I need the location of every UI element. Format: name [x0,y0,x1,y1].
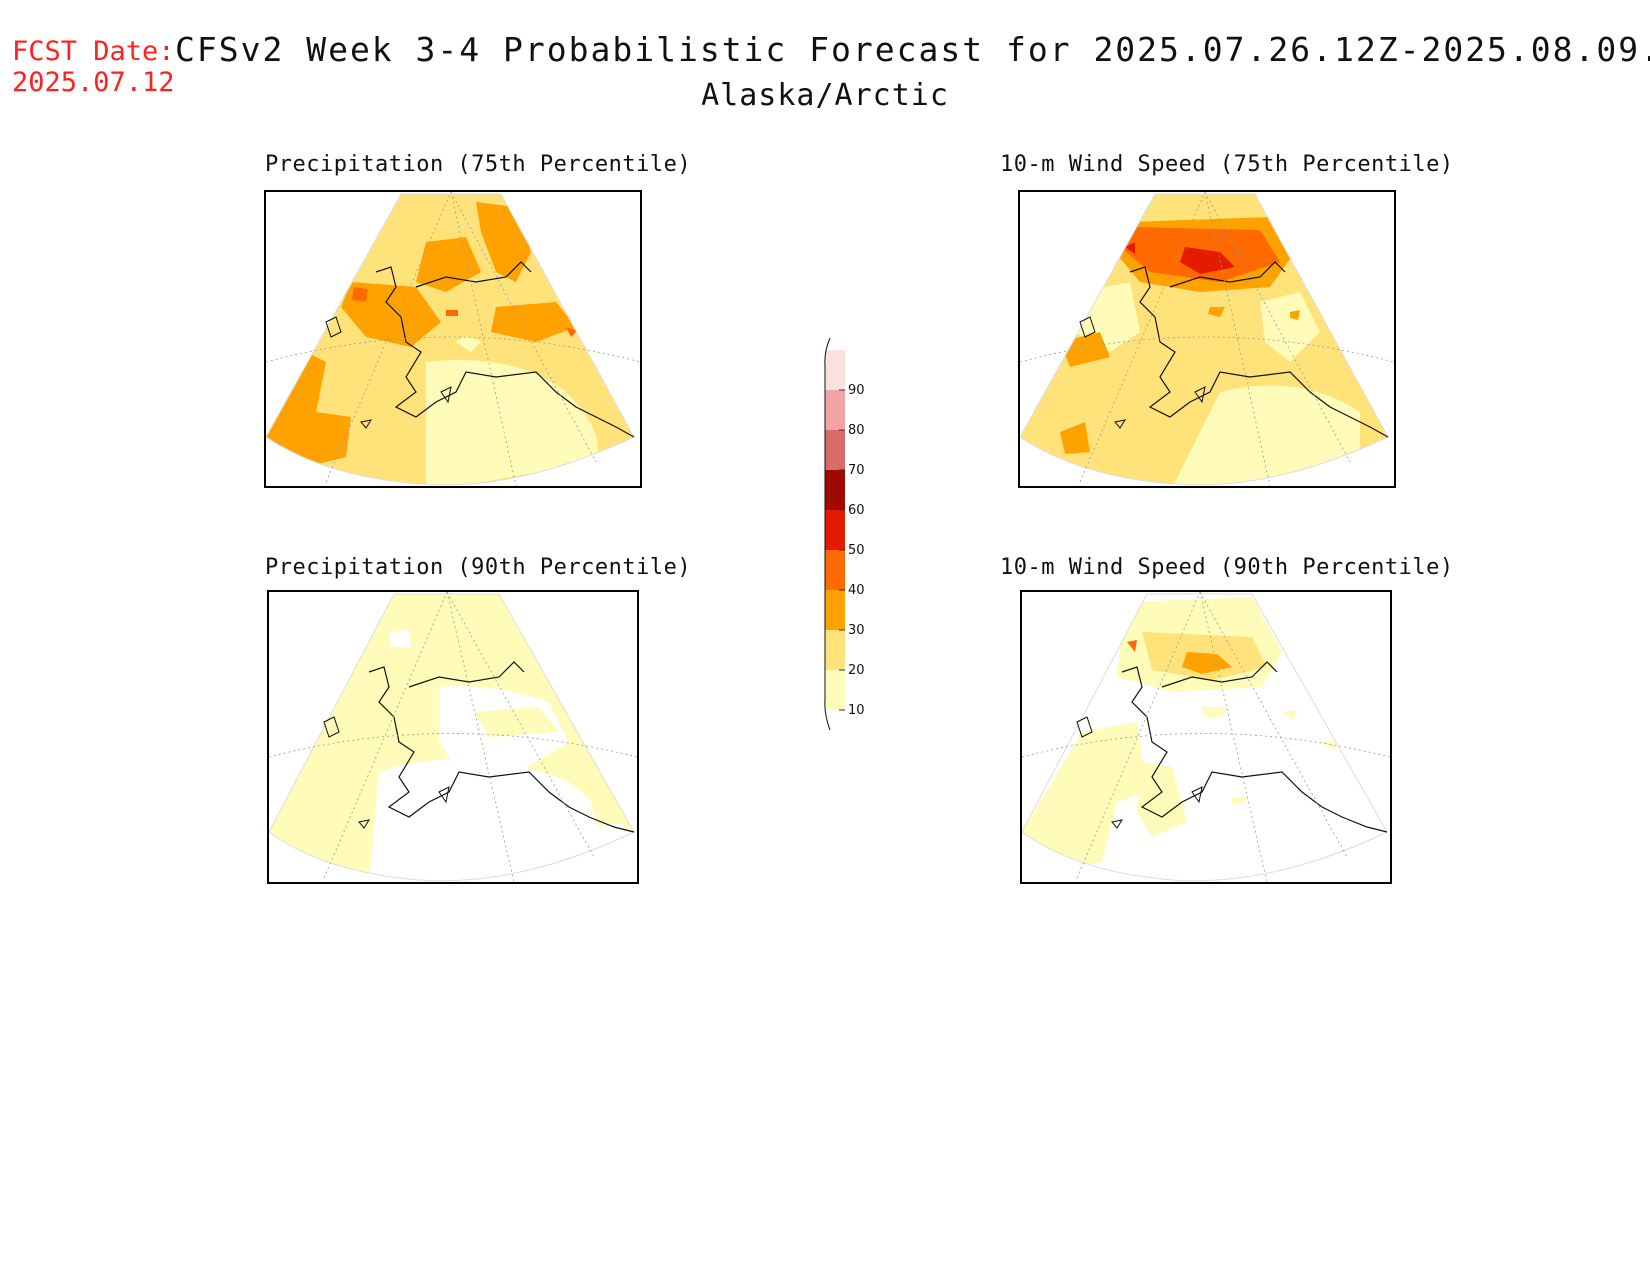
forecast-date-block: FCST Date: 2025.07.12 [12,36,175,98]
colorbar-bin [825,630,845,670]
colorbar-bin [825,670,845,710]
map-panel-precip-75 [264,190,642,488]
colorbar-bin [825,590,845,630]
panel-title-precip-90: Precipitation (90th Percentile) [265,555,692,580]
panel-title-wind-90: 10-m Wind Speed (90th Percentile) [1000,555,1454,580]
map-precip-75 [266,192,640,486]
colorbar-label: 10 [848,703,865,718]
map-panel-wind-75 [1018,190,1396,488]
map-wind-90 [1022,592,1390,882]
forecast-date-label: FCST Date: [12,36,175,67]
colorbar-label: 90 [848,383,865,398]
page-title: CFSv2 Week 3-4 Probabilistic Forecast fo… [175,30,1650,69]
map-panel-wind-90 [1020,590,1392,884]
panel-title-precip-75: Precipitation (75th Percentile) [265,152,692,177]
map-wind-75 [1020,192,1394,486]
region-subtitle: Alaska/Arctic [701,78,949,113]
forecast-date-value: 2025.07.12 [12,67,175,98]
colorbar-bin [825,510,845,550]
colorbar-label: 30 [848,623,865,638]
panel-title-wind-75: 10-m Wind Speed (75th Percentile) [1000,152,1454,177]
colorbar-bin [825,550,845,590]
colorbar-bin [825,470,845,510]
colorbar-label: 40 [848,583,865,598]
colorbar-bin [825,390,845,430]
map-precip-90 [269,592,637,882]
colorbar-label: 20 [848,663,865,678]
map-panel-precip-90 [267,590,639,884]
colorbar-bin [825,430,845,470]
colorbar-bin [825,350,845,390]
colorbar-label: 70 [848,463,865,478]
colorbar-label: 60 [848,503,865,518]
colorbar-legend: 10 20 30 40 50 60 70 80 90 [824,337,865,731]
colorbar-label: 50 [848,543,865,558]
colorbar-label: 80 [848,423,865,438]
